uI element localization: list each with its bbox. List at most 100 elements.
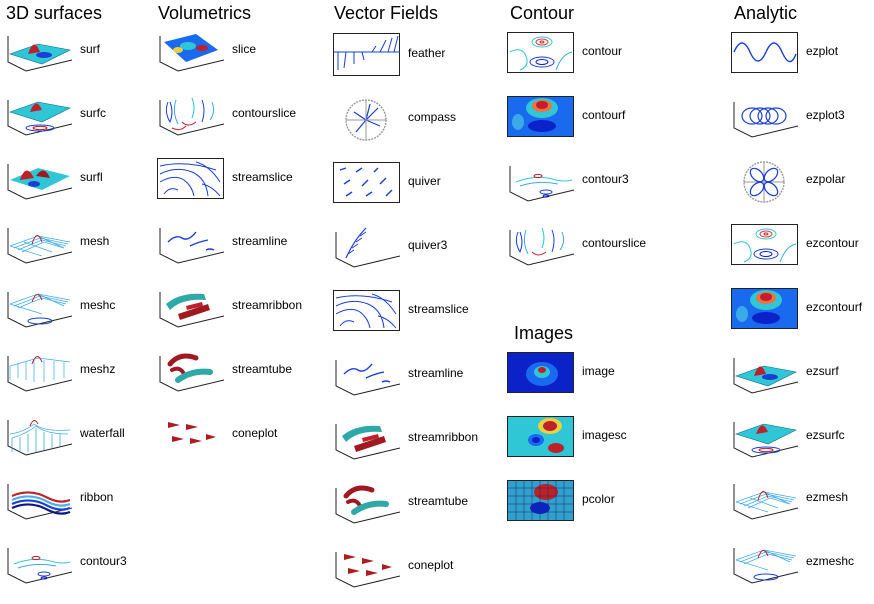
gallery-item-label: contourslice (582, 236, 647, 250)
gallery-item-coneplot[interactable]: coneplot (156, 412, 316, 472)
gallery-item-streamslice[interactable]: streamslice (156, 156, 316, 216)
gallery-item-ezcontour[interactable]: ezcontour (730, 222, 874, 282)
gallery-item-label: compass (408, 110, 457, 124)
ezplot3-icon (730, 94, 800, 139)
gallery-item-label: meshc (80, 298, 116, 312)
gallery-item-label: ribbon (80, 490, 114, 504)
gallery-item-label: streamribbon (408, 430, 479, 444)
gallery-item-slice[interactable]: slice (156, 28, 316, 88)
gallery-item-label: slice (232, 42, 257, 56)
gallery-item-imagesc[interactable]: imagesc (506, 414, 666, 474)
gallery-item-label: waterfall (80, 426, 125, 440)
streamline-icon (332, 352, 402, 397)
gallery-item-label: ezmesh (806, 490, 849, 504)
gallery-item-label: ezsurf (806, 364, 839, 378)
heading-vector-fields: Vector Fields (334, 3, 439, 23)
waterfall-icon (4, 412, 74, 457)
coneplot-icon (156, 412, 226, 457)
gallery-item-label: quiver3 (408, 238, 448, 252)
gallery-item-streamribbon-vf[interactable]: streamribbon (332, 416, 492, 476)
gallery-item-label: contourf (582, 108, 626, 122)
gallery-item-coneplot-vf[interactable]: coneplot (332, 544, 492, 604)
gallery-item-ezsurfc[interactable]: ezsurfc (730, 414, 874, 474)
gallery-item-streamtube[interactable]: streamtube (156, 348, 316, 408)
slice-icon (156, 28, 226, 73)
gallery-item-surf[interactable]: surf (4, 28, 164, 88)
gallery-item-meshz[interactable]: meshz (4, 348, 164, 408)
heading-analytic: Analytic (734, 3, 798, 23)
gallery-item-label: ezmeshc (806, 554, 855, 568)
gallery-item-contour[interactable]: contour (506, 30, 666, 90)
quiver3-icon (332, 224, 402, 269)
gallery-item-streamribbon[interactable]: streamribbon (156, 284, 316, 344)
ezplot-icon (730, 30, 800, 75)
streamline-icon (156, 220, 226, 265)
gallery-item-contour3-c[interactable]: contour3 (506, 158, 666, 218)
ribbon-icon (4, 476, 74, 521)
gallery-item-ezcontourf[interactable]: ezcontourf (730, 286, 874, 346)
gallery-item-contour3[interactable]: contour3 (4, 540, 164, 600)
meshz-icon (4, 348, 74, 393)
gallery-item-label: ezpolar (806, 172, 846, 186)
gallery-item-label: streamribbon (232, 298, 303, 312)
gallery-item-label: pcolor (582, 492, 615, 506)
gallery-item-image[interactable]: image (506, 350, 666, 410)
streamslice-icon (156, 156, 226, 201)
gallery-item-mesh[interactable]: mesh (4, 220, 164, 280)
gallery-item-label: meshz (80, 362, 116, 376)
gallery-item-label: ezcontour (806, 236, 859, 250)
heading-3d-surfaces: 3D surfaces (6, 3, 103, 23)
ezcontourf-icon (730, 286, 800, 331)
gallery-item-label: contour3 (80, 554, 127, 568)
gallery-item-ribbon[interactable]: ribbon (4, 476, 164, 536)
gallery-item-ezplot3[interactable]: ezplot3 (730, 94, 874, 154)
gallery-item-label: coneplot (408, 558, 454, 572)
gallery-item-label: image (582, 364, 615, 378)
ezmeshc-icon (730, 540, 800, 585)
gallery-item-pcolor[interactable]: pcolor (506, 478, 666, 538)
gallery-item-ezmeshc[interactable]: ezmeshc (730, 540, 874, 600)
streamribbon-icon (332, 416, 402, 461)
gallery-item-label: streamtube (232, 362, 293, 376)
gallery-item-label: coneplot (232, 426, 278, 440)
gallery-item-label: streamline (408, 366, 464, 380)
quiver-icon (332, 160, 402, 205)
gallery-item-streamline[interactable]: streamline (156, 220, 316, 280)
contourslice-icon (156, 92, 226, 137)
surfc-icon (4, 92, 74, 137)
contour3-icon (506, 158, 576, 203)
gallery-item-label: imagesc (582, 428, 627, 442)
gallery-item-compass[interactable]: compass (332, 96, 492, 156)
gallery-item-label: streamslice (232, 170, 293, 184)
gallery-item-waterfall[interactable]: waterfall (4, 412, 164, 472)
gallery-item-streamslice-vf[interactable]: streamslice (332, 288, 492, 348)
contour-icon (506, 30, 576, 75)
gallery-item-contourf[interactable]: contourf (506, 94, 666, 154)
gallery-item-streamline-vf[interactable]: streamline (332, 352, 492, 412)
gallery-item-label: ezplot (806, 44, 839, 58)
gallery-item-contourslice-c[interactable]: contourslice (506, 222, 666, 282)
gallery-item-quiver[interactable]: quiver (332, 160, 492, 220)
gallery-item-surfl[interactable]: surfl (4, 156, 164, 216)
mesh-icon (4, 220, 74, 265)
gallery-item-feather[interactable]: feather (332, 32, 492, 92)
ezsurf-icon (730, 350, 800, 395)
gallery-item-contourslice[interactable]: contourslice (156, 92, 316, 152)
ezpolar-icon (730, 158, 800, 203)
gallery-item-meshc[interactable]: meshc (4, 284, 164, 344)
gallery-item-ezplot[interactable]: ezplot (730, 30, 874, 90)
gallery-item-ezpolar[interactable]: ezpolar (730, 158, 874, 218)
gallery-item-label: ezsurfc (806, 428, 845, 442)
contourf-icon (506, 94, 576, 139)
heading-images: Images (514, 323, 574, 343)
gallery-item-label: ezcontourf (806, 300, 863, 314)
gallery-item-streamtube-vf[interactable]: streamtube (332, 480, 492, 540)
gallery-item-surfc[interactable]: surfc (4, 92, 164, 152)
image-icon (506, 350, 576, 395)
contourslice-icon (506, 222, 576, 267)
gallery-item-quiver3[interactable]: quiver3 (332, 224, 492, 284)
gallery-item-ezsurf[interactable]: ezsurf (730, 350, 874, 410)
gallery-item-label: mesh (80, 234, 110, 248)
ezmesh-icon (730, 476, 800, 521)
gallery-item-ezmesh[interactable]: ezmesh (730, 476, 874, 536)
